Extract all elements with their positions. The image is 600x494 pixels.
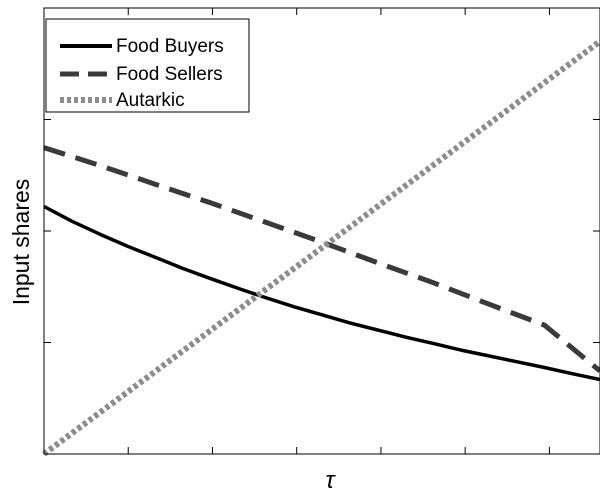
series-line-autarkic	[42, 38, 600, 457]
legend-box	[45, 18, 250, 113]
legend-label-food-sellers: Food Sellers	[116, 64, 223, 85]
series-line-food-buyers	[43, 204, 600, 382]
plot-lines	[42, 38, 600, 457]
plot-frame	[43, 7, 600, 455]
x-axis-title: τ	[326, 467, 337, 494]
legend-label-food-buyers: Food Buyers	[116, 36, 224, 57]
y-axis-title: Input shares	[8, 179, 34, 306]
legend-label-autarkic: Autarkic	[116, 90, 185, 111]
legend: Food Buyers Food Sellers Autarkic	[45, 18, 250, 113]
